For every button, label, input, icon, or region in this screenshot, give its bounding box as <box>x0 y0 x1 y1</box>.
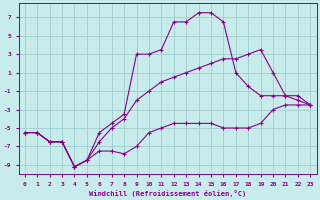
X-axis label: Windchill (Refroidissement éolien,°C): Windchill (Refroidissement éolien,°C) <box>89 190 246 197</box>
